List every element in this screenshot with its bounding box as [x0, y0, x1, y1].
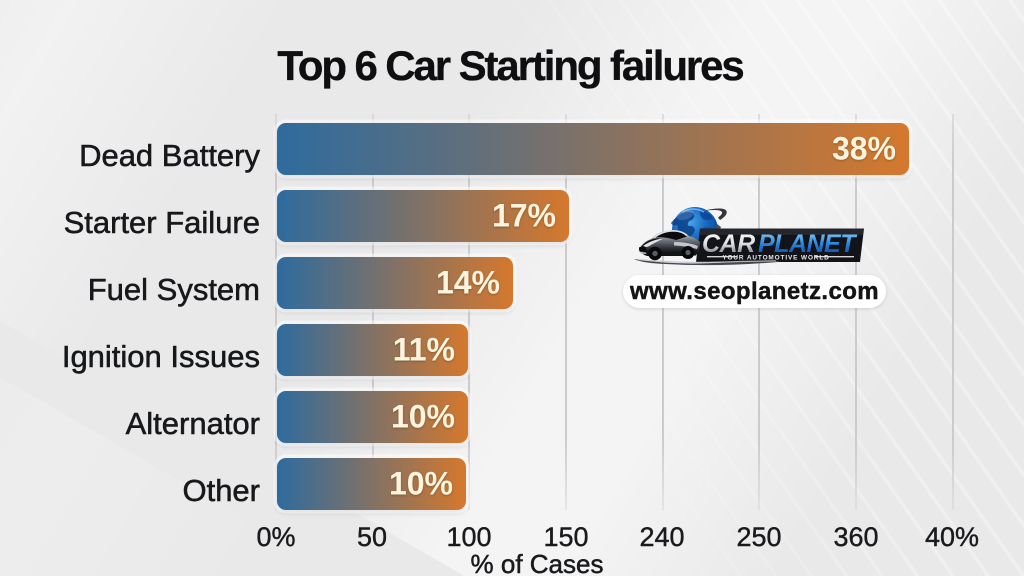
svg-text:CAR: CAR: [702, 230, 755, 258]
svg-text:YOUR AUTOMOTIVE WORLD: YOUR AUTOMOTIVE WORLD: [722, 254, 829, 261]
svg-text:PLANET: PLANET: [758, 230, 858, 258]
